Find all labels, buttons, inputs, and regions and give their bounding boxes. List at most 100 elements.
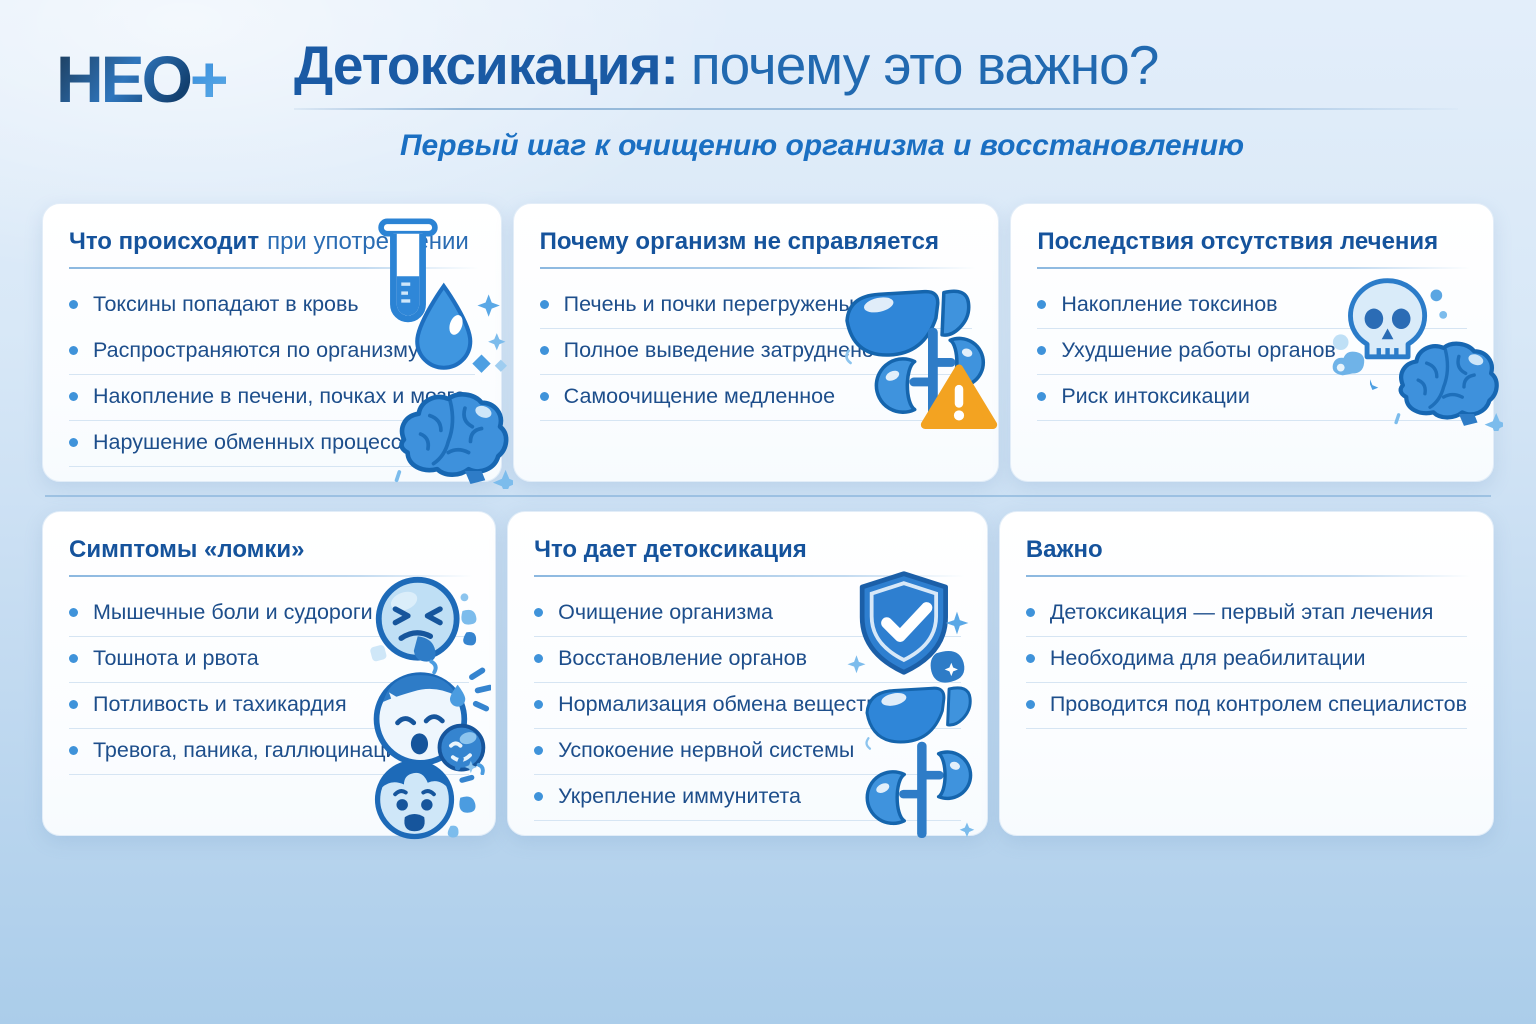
list-item-text: Тошнота и рвота (93, 646, 259, 671)
cards-row-top: Что происходит при употреблении Токсины по… (42, 203, 1503, 490)
list-item-text: Восстановление органов (558, 646, 808, 671)
card-title-underline (1025, 575, 1471, 578)
bullet-dot (539, 300, 549, 310)
list-item: Восстановление органов (534, 637, 961, 684)
list-item: Успокоение нервной системы (534, 729, 961, 776)
card-title: Симптомы «ломки» (69, 536, 475, 564)
card-why-body-cannot-cope: Почему организм не справляется Печень и п… (512, 203, 1000, 483)
title-block: Детоксикация: почему это важно? Первый ша… (294, 36, 1494, 163)
bullet-dot (534, 608, 544, 618)
card-title-underline (69, 575, 474, 578)
card-consequences-without-treatment: Последствия отсутствия лечения Накопление… (1010, 203, 1503, 483)
list-item: Накопление в печени, почках и мозге (69, 375, 475, 422)
card-title: Что происходит при употреблении (69, 228, 481, 256)
card-title-bold: Что дает детоксикация (534, 536, 807, 564)
cards-area: Что происходит при употреблении Токсины по… (0, 203, 1536, 840)
bullet-list: Накопление токсинов Ухудшение работы орга… (1037, 283, 1473, 422)
list-item-text: Очищение организма (558, 600, 773, 625)
card-detox-benefits: Что дает детоксикация Очищение организма В… (507, 511, 988, 839)
list-item-text: Нарушение обменных процессов (93, 430, 426, 455)
bullet-dot (539, 392, 549, 402)
list-item-text: Укрепление иммунитета (558, 784, 801, 809)
list-item-text: Самоочищение медленное (563, 384, 836, 409)
bullet-list: Мышечные боли и судороги Тошнота и рвота П… (69, 591, 475, 776)
list-item: Токсины попадают в кровь (69, 283, 475, 329)
bullet-list: Детоксикация — первый этап лечения Необхо… (1025, 591, 1473, 730)
logo: НЕО+ (56, 46, 294, 112)
card-title: Важно (1026, 536, 1473, 564)
bullet-dot (69, 346, 78, 356)
card-title-underline (539, 267, 977, 270)
bullet-dot (1037, 346, 1047, 356)
card-important: Важно Детоксикация — первый этап лечения Н… (998, 511, 1494, 837)
page-title: Детоксикация: почему это важно? (294, 36, 1494, 94)
bullet-dot (1025, 654, 1035, 664)
card-title: Почему организм не справляется (540, 228, 979, 256)
header: НЕО+ Детоксикация: почему это важно? Перв… (0, 0, 1536, 163)
list-item-text: Ухудшение работы органов (1061, 338, 1336, 363)
bullet-dot (69, 392, 78, 402)
list-item: Детоксикация — первый этап лечения (1025, 591, 1467, 638)
card-title-bold: Последствия отсутствия лечения (1037, 228, 1439, 256)
card-title-bold: Почему организм не справляется (539, 228, 939, 256)
bullet-list: Очищение организма Восстановление органов… (534, 591, 967, 822)
list-item-text: Накопление в печени, почках и мозге (93, 384, 466, 409)
list-item: Нарушение обменных процессов (69, 421, 475, 468)
list-item: Тошнота и рвота (69, 637, 470, 684)
list-item-text: Потливость и тахикардия (93, 692, 347, 717)
page-title-rest: почему это важно? (690, 34, 1159, 96)
list-item-text: Токсины попадают в кровь (93, 292, 359, 317)
bullet-dot (69, 300, 78, 310)
list-item-text: Печень и почки перегружены (563, 292, 855, 317)
list-item: Очищение организма (534, 591, 961, 638)
list-item-text: Полное выведение затруднено (563, 338, 874, 363)
bullet-dot (534, 746, 544, 756)
list-item: Накопление токсинов (1037, 283, 1467, 330)
bullet-dot (534, 792, 544, 802)
card-title-underline (1037, 267, 1471, 270)
bullet-list: Печень и почки перегружены Полное выведен… (539, 283, 979, 422)
list-item-text: Тревога, паника, галлюцинации (93, 738, 410, 763)
list-item: Тревога, паника, галлюцинации (69, 729, 470, 776)
card-title-bold: Важно (1025, 536, 1103, 564)
page-subtitle: Первый шаг к очищению организма и восста… (399, 129, 1245, 163)
bullet-dot (534, 654, 544, 664)
list-item-text: Нормализация обмена веществ (558, 692, 878, 717)
bullet-dot (69, 746, 78, 756)
list-item-text: Распространяются по организму (93, 338, 419, 363)
bullet-dot (69, 654, 78, 664)
list-item-text: Необходима для реабилитации (1049, 646, 1366, 671)
list-item: Нормализация обмена веществ (534, 683, 961, 730)
cards-row-bottom: Симптомы «ломки» Мышечные боли и судороги… (42, 511, 1494, 840)
card-title-bold: Что происходит (69, 228, 260, 256)
card-title: Что дает детоксикация (534, 536, 967, 564)
list-item: Ухудшение работы органов (1037, 329, 1467, 376)
bullet-dot (539, 346, 549, 356)
list-item-text: Успокоение нервной системы (558, 738, 855, 763)
section-divider (45, 495, 1491, 498)
list-item: Печень и почки перегружены (539, 283, 973, 330)
bullet-dot (1037, 300, 1047, 310)
bullet-list: Токсины попадают в кровь Распространяются… (69, 283, 481, 468)
list-item-text: Риск интоксикации (1061, 384, 1250, 409)
list-item: Укрепление иммунитета (534, 775, 961, 822)
card-title-rest: при употреблении (267, 228, 469, 256)
page-title-bold: Детоксикация: (294, 34, 679, 96)
list-item: Мышечные боли и судороги (69, 591, 470, 638)
card-title-bold: Симптомы «ломки» (69, 536, 305, 564)
bullet-dot (69, 700, 78, 710)
list-item: Полное выведение затруднено (539, 329, 973, 376)
bullet-dot (534, 700, 544, 710)
bullet-dot (69, 608, 78, 618)
logo-plus-icon: + (190, 42, 229, 116)
list-item: Риск интоксикации (1037, 375, 1467, 422)
bullet-dot (1025, 608, 1035, 618)
bullet-dot (1025, 700, 1035, 710)
card-what-happens: Что происходит при употреблении Токсины по… (42, 203, 513, 490)
card-title-underline (69, 267, 479, 270)
list-item: Потливость и тахикардия (69, 683, 470, 730)
list-item: Проводится под контролем специалистов (1025, 683, 1467, 730)
list-item: Необходима для реабилитации (1025, 637, 1467, 684)
bullet-dot (69, 438, 78, 448)
list-item-text: Мышечные боли и судороги (93, 600, 373, 625)
